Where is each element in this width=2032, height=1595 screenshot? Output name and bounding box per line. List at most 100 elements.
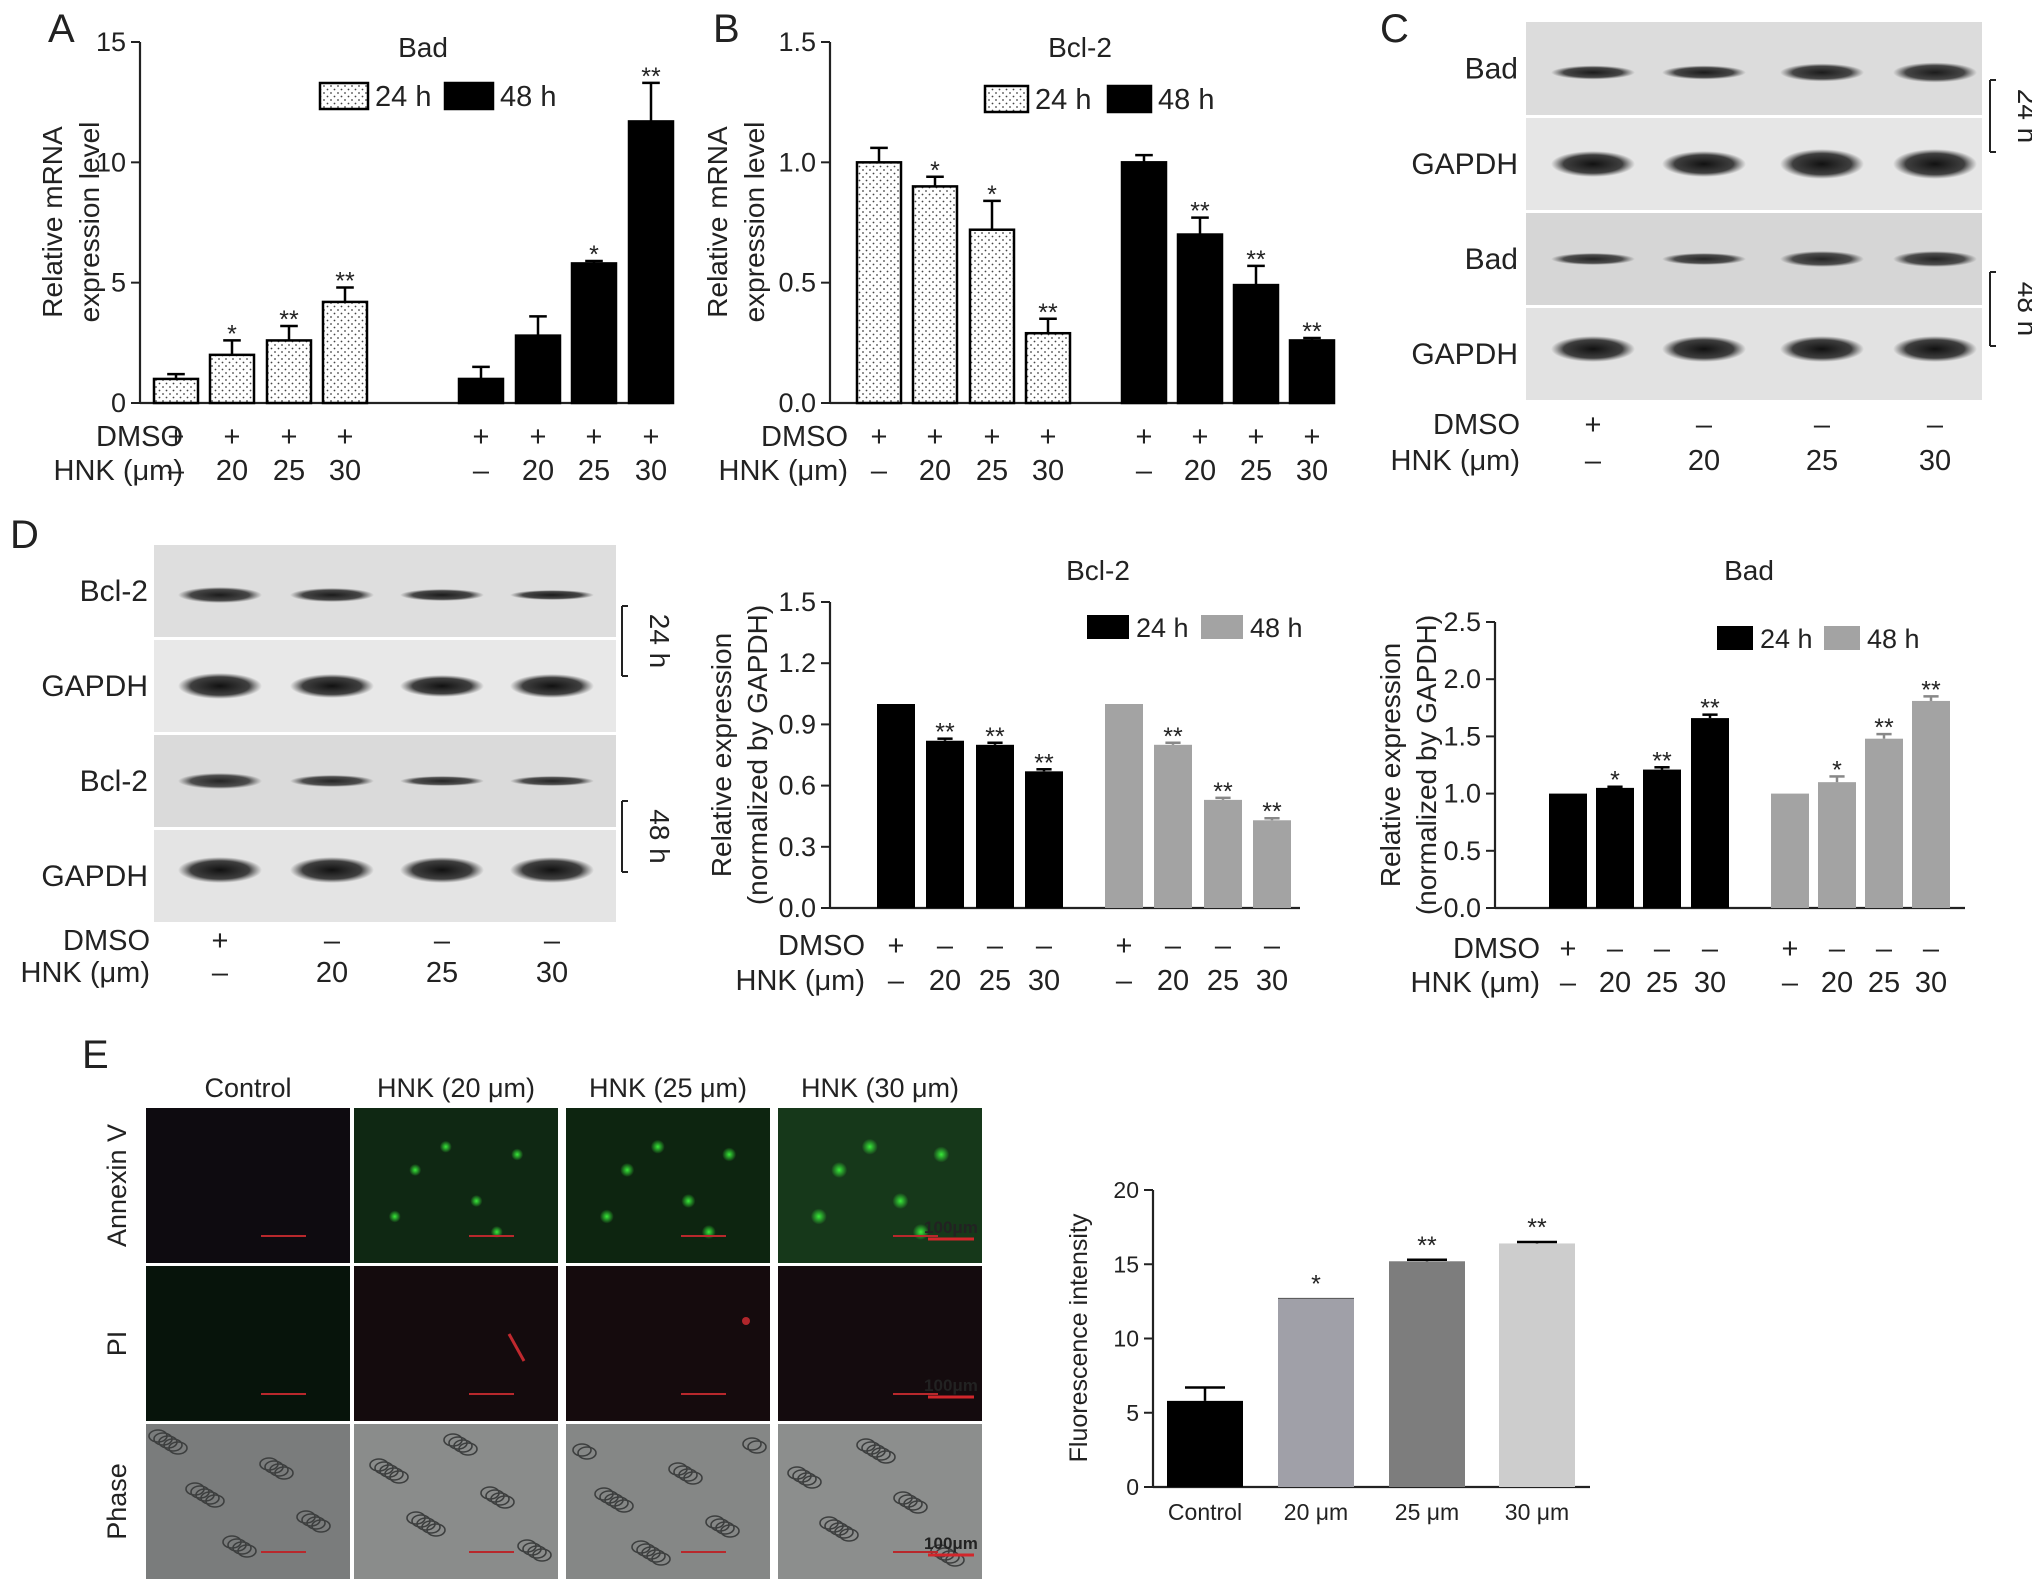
chart-b-row-value: + [1304, 421, 1321, 453]
chart-b-legend-swatch [1106, 84, 1153, 114]
panel-letter-d: D [10, 513, 39, 557]
cell-outline [495, 1495, 515, 1509]
chart-d-bad-row-value: 30 [1694, 967, 1726, 999]
cell-outline [614, 1499, 634, 1513]
chart-a-bar [265, 339, 313, 405]
cell-outline [834, 1525, 854, 1539]
chart-d-bcl2-bar [1105, 704, 1143, 908]
chart-b-significance: ** [1246, 246, 1266, 274]
chart-d-bcl2-significance: ** [935, 719, 955, 747]
chart-b-y-tick-label: 1.0 [778, 147, 816, 177]
blot-c-band [1780, 149, 1864, 179]
blot-d-band [400, 776, 484, 786]
cell-outline [646, 1549, 666, 1563]
chart-b-row-label: DMSO [761, 421, 848, 453]
chart-d-bcl2-bar [877, 704, 915, 908]
chart-b-bar [968, 228, 1016, 405]
chart-d-bad-row-value: 20 [1599, 967, 1631, 999]
chart-b-y-axis-label: expression level [739, 122, 770, 323]
chart-d-bad-row-value: – [1607, 933, 1624, 965]
cell-outline [269, 1463, 289, 1477]
chart-d-bcl2-row-value: 30 [1256, 965, 1288, 997]
scale-bar-label: 100μm [924, 1376, 978, 1395]
cell-outline [572, 1443, 592, 1457]
chart-d-bcl2-row-value: 20 [1157, 965, 1189, 997]
chart-d-bad-legend-swatch [1717, 626, 1753, 650]
chart-d-bcl2-row-value: – [888, 965, 905, 997]
chart-a-legend-swatch [318, 81, 370, 111]
chart-d-bad-y-axis-label: (normalized by GAPDH) [1411, 615, 1442, 915]
chart-b-row-value: 25 [976, 455, 1008, 487]
blot-d-band [400, 675, 484, 697]
chart-e-y-tick-label: 0 [1126, 1474, 1139, 1500]
cell-outline [797, 1472, 817, 1486]
chart-b-y-axis-label: Relative mRNA [702, 126, 733, 318]
cell-outline [577, 1446, 597, 1460]
chart-d-bad-y-tick-label: 2.0 [1443, 664, 1481, 694]
blot-d-band [178, 587, 262, 603]
blot-c-row-value: + [1585, 409, 1602, 441]
fluorescent-spot [470, 1195, 483, 1207]
chart-e-bar [1278, 1298, 1354, 1487]
chart-b-row-value: 20 [919, 455, 951, 487]
chart-b-bar [1232, 283, 1280, 405]
chart-d-bad-legend-label: 24 h [1760, 624, 1813, 654]
chart-a-bar [152, 377, 200, 405]
chart-d-bad-row-value: + [1782, 933, 1799, 965]
chart-a-row-value: – [473, 455, 490, 487]
chart-d-bcl2-significance: ** [1163, 723, 1183, 751]
cell-outline [306, 1516, 326, 1530]
chart-b: 0.0 0.5 1.0 1.5 Relative mRNA expression leve… [702, 27, 1336, 487]
chart-d-bcl2: 0.0 0.3 0.6 0.9 1.2 1.5 Relative expression (no… [706, 555, 1303, 997]
cell-outline [876, 1450, 896, 1464]
chart-d-bcl2-row-value: – [1215, 930, 1232, 962]
blot-c-band [1662, 336, 1746, 362]
chart-b-significance: ** [1190, 198, 1210, 226]
chart-a-row-value: + [530, 421, 547, 453]
chart-d-bcl2-y-axis-label: (normalized by GAPDH) [742, 605, 773, 905]
chart-a-row-value: 25 [273, 455, 305, 487]
blot-d-row-label: DMSO [63, 925, 150, 957]
cell-outline [389, 1470, 409, 1484]
chart-b-bar [1176, 233, 1224, 405]
fluorescent-spot [388, 1210, 401, 1223]
chart-d-bcl2-row-value: – [1165, 930, 1182, 962]
blot-c-band [1893, 149, 1977, 179]
chart-d-bcl2-row-value: + [1116, 930, 1133, 962]
chart-a-bar [627, 120, 675, 405]
chart-a-row-value: + [473, 421, 490, 453]
chart-b-row-value: + [984, 421, 1001, 453]
chart-d-bad-row-value: 25 [1646, 967, 1678, 999]
blot-d-band [510, 590, 594, 600]
chart-e-significance: * [1311, 1270, 1321, 1298]
chart-d-bcl2-y-axis-label: Relative expression [706, 633, 737, 877]
chart-a-row-value: 20 [522, 455, 554, 487]
cell-outline [205, 1494, 225, 1508]
blot-c-row-label: HNK (μm) [1391, 445, 1520, 477]
fluorescent-spot [722, 1147, 737, 1162]
chart-a-significance: ** [641, 63, 661, 91]
chart-e-x-tick-label: 25 μm [1395, 1499, 1459, 1525]
panel-letter-e: E [82, 1033, 109, 1077]
chart-d-bad-row-label: HNK (μm) [1411, 967, 1540, 999]
blot-c-row-value: 25 [1806, 445, 1838, 477]
blot-d-row-value: + [212, 925, 229, 957]
chart-b-significance: * [987, 181, 997, 209]
blot-c-band [1780, 63, 1864, 82]
micrograph-row-label: PI [102, 1331, 132, 1357]
fluorescent-spot [620, 1163, 635, 1177]
chart-a-significance: * [589, 241, 599, 269]
fluorescent-spot [439, 1140, 452, 1153]
blot-c-row-value: 30 [1919, 445, 1951, 477]
chart-d-bad-row-value: – [1923, 933, 1940, 965]
chart-d-bcl2-row-value: – [1036, 930, 1053, 962]
chart-d-bcl2-legend-swatch [1087, 615, 1129, 639]
blot-d-band [178, 857, 262, 883]
chart-a-y-tick-label: 15 [96, 27, 126, 57]
chart-d-bad-bar [1771, 793, 1809, 908]
blot-c-band [1780, 336, 1864, 362]
chart-d-bcl2-legend-label: 48 h [1250, 613, 1303, 643]
chart-d-bcl2-y-tick-label: 0.0 [778, 893, 816, 923]
blot-c-band [1662, 65, 1746, 80]
